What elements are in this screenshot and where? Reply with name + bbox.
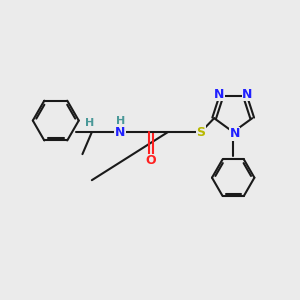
Text: S: S — [196, 125, 205, 139]
Text: N: N — [115, 125, 125, 139]
Text: H: H — [85, 118, 94, 128]
Text: H: H — [116, 116, 125, 126]
Text: N: N — [242, 88, 253, 101]
Text: N: N — [214, 88, 224, 101]
Text: N: N — [230, 127, 240, 140]
Text: O: O — [146, 154, 156, 167]
